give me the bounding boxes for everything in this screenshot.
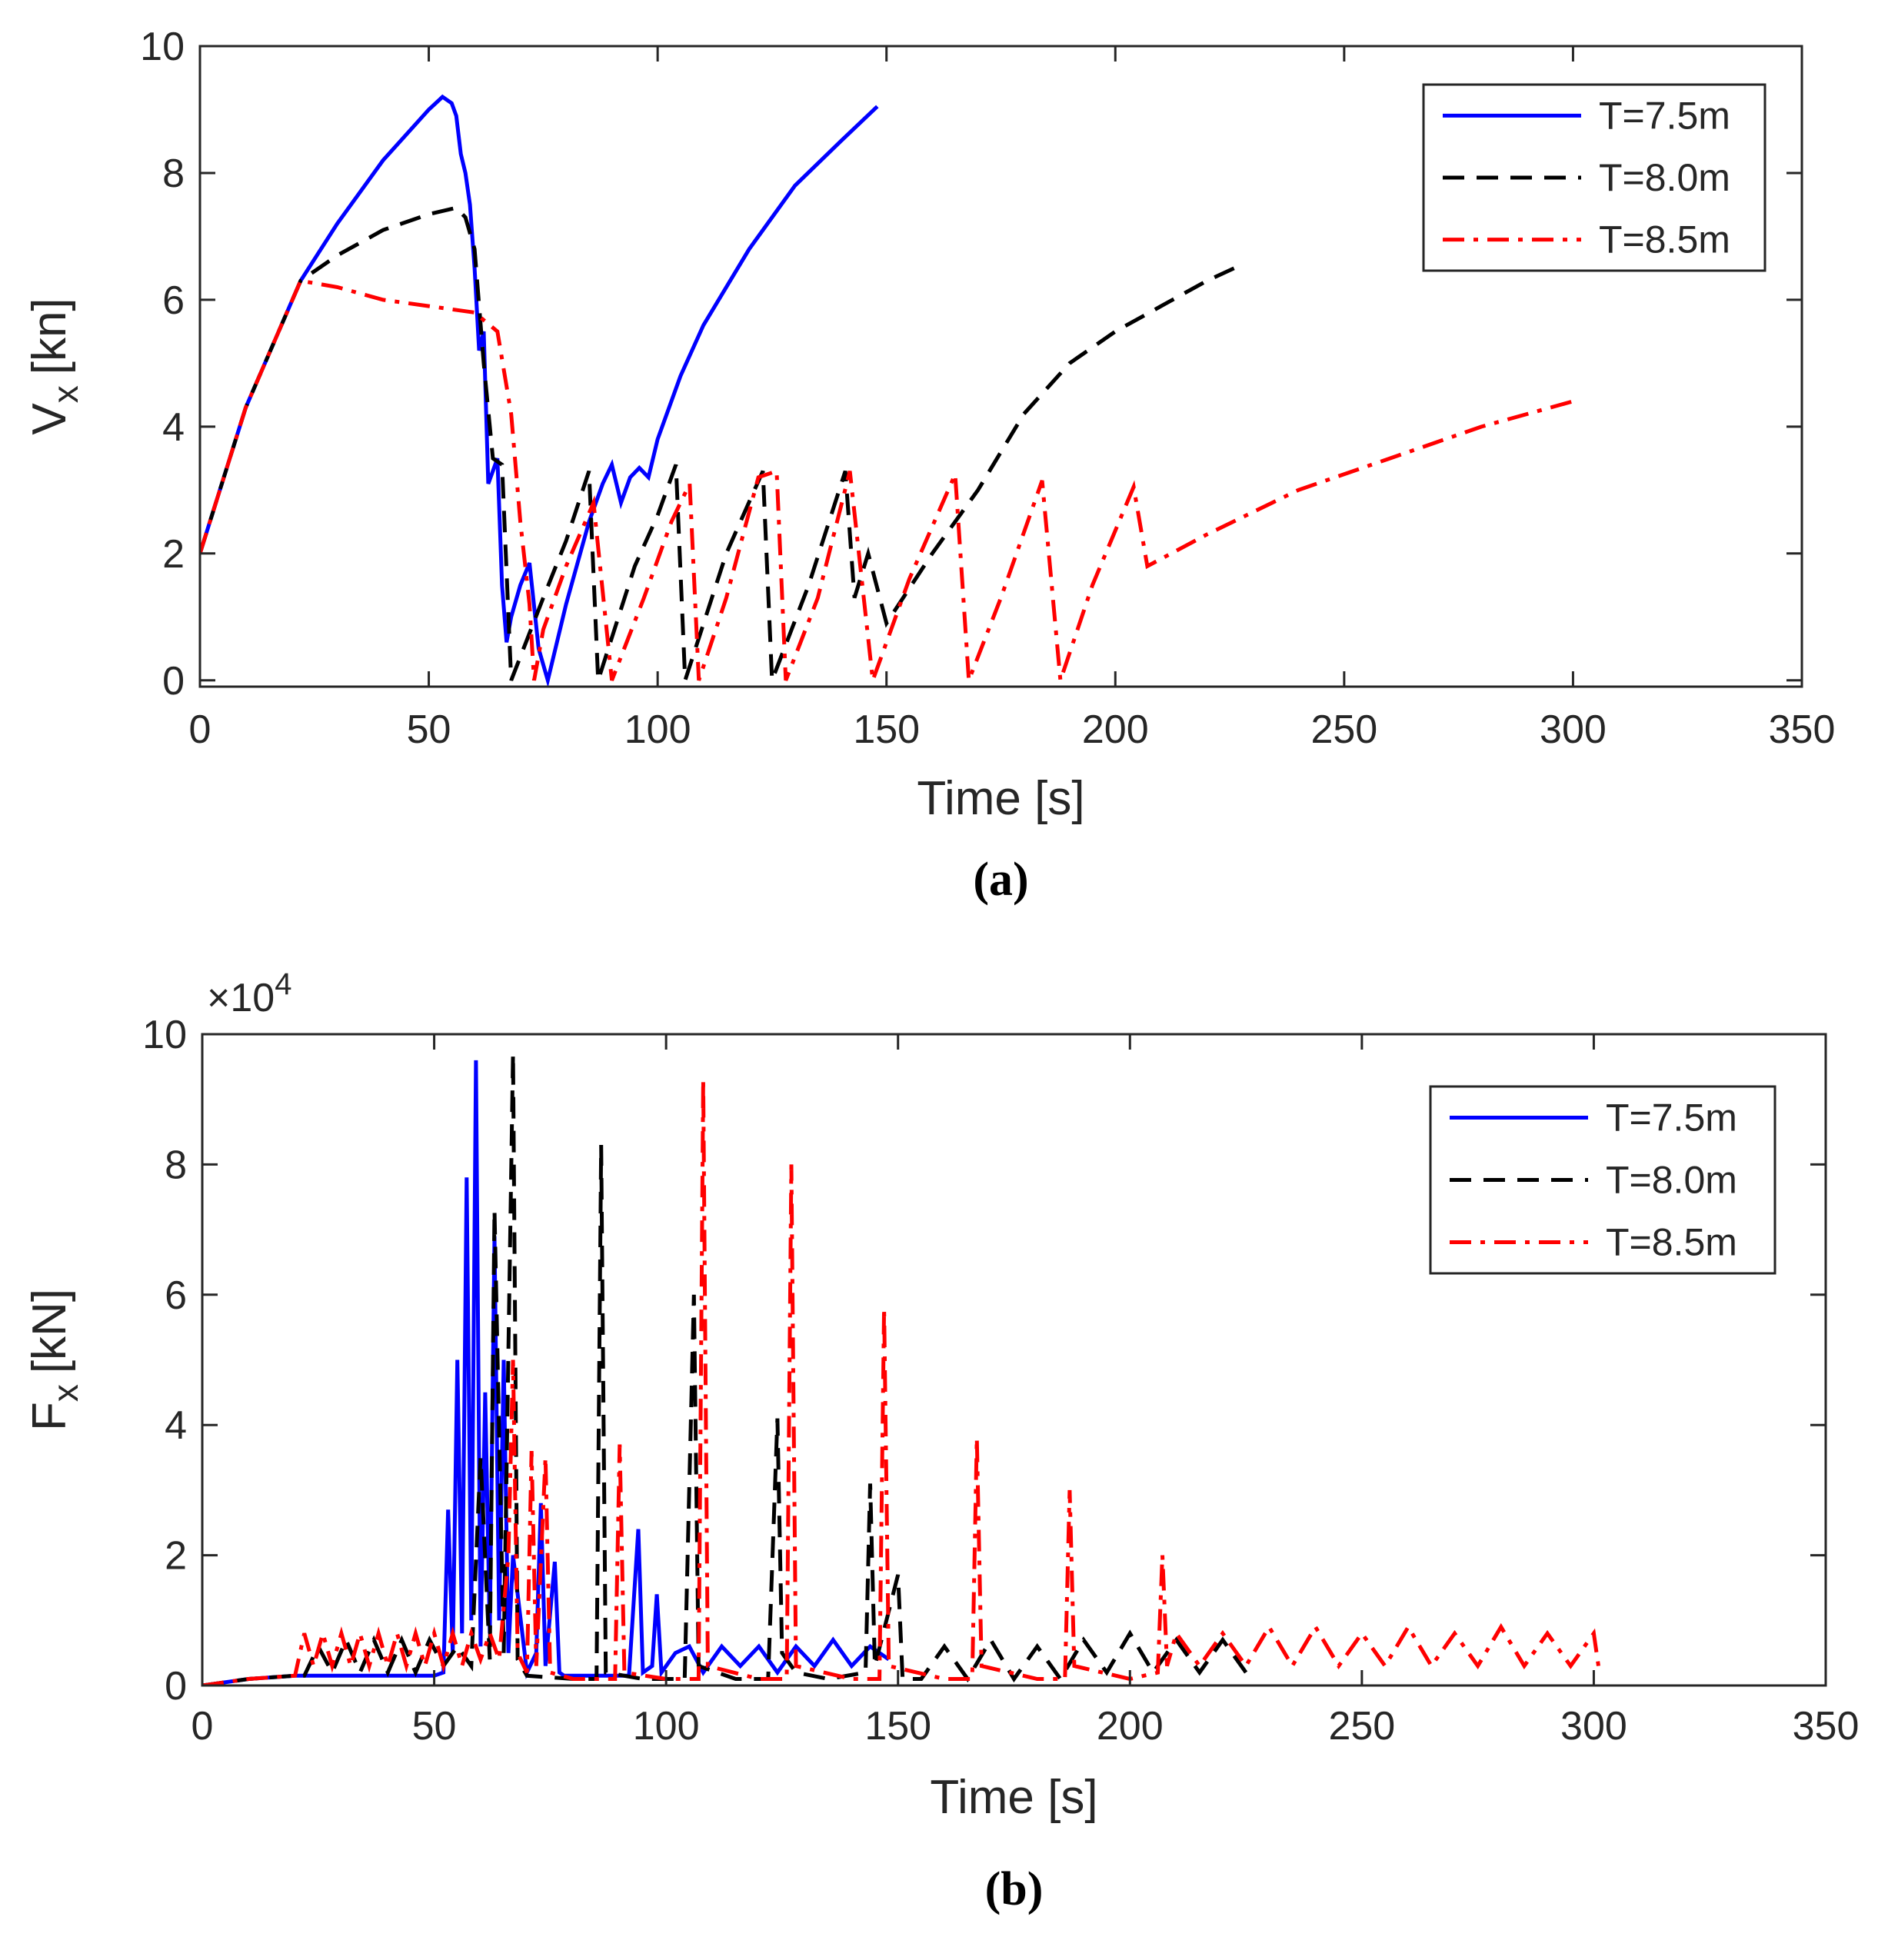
legend: T=7.5m T=8.0m T=8.5m — [1422, 83, 1766, 272]
legend-label: T=8.0m — [1599, 156, 1730, 199]
x-axis-label: Time [s] — [930, 1771, 1097, 1824]
x-tick-label: 50 — [407, 707, 451, 752]
y-label-main: V — [23, 403, 76, 435]
y-tick-label: 4 — [165, 1403, 187, 1448]
x-tick-label: 50 — [412, 1704, 457, 1749]
axes-box — [201, 1033, 1827, 1687]
legend-label: T=8.5m — [1599, 218, 1730, 261]
series-line — [202, 1053, 1248, 1685]
chart: 0 50 100 150 200 250 300 350 0 2 4 6 8 10 Time [s] Vx [k… — [23, 25, 1835, 906]
y-tick-label: 0 — [162, 659, 185, 704]
panel-label: (b) — [985, 1863, 1044, 1915]
x-tick-label: 150 — [864, 1704, 931, 1749]
y-tick-label: 2 — [162, 532, 185, 577]
x-tick-label: 150 — [853, 707, 920, 752]
legend-label: T=7.5m — [1606, 1096, 1737, 1140]
x-tick-label: 200 — [1097, 1704, 1164, 1749]
y-label-main: F — [23, 1402, 76, 1431]
y-label-unit: [kn] — [23, 298, 76, 374]
axes-box — [198, 45, 1803, 688]
y-tick-label: 8 — [165, 1143, 187, 1187]
y-tick-label: 10 — [142, 1013, 187, 1057]
y-tick-label: 6 — [162, 278, 185, 323]
y-label-sub: x — [45, 1384, 85, 1402]
panel-label: (a) — [973, 854, 1028, 906]
multiplier-exp: 4 — [275, 967, 291, 1001]
x-tick-label: 350 — [1769, 707, 1836, 752]
multiplier-base: ×10 — [207, 976, 275, 1020]
x-axis-label: Time [s] — [917, 772, 1084, 825]
x-tick-label: 0 — [189, 707, 211, 752]
y-tick-label: 4 — [162, 405, 185, 450]
y-tick-label: 0 — [165, 1664, 187, 1709]
series-line — [200, 278, 1574, 681]
y-axis-label: Fx [kN] — [23, 1289, 85, 1431]
y-tick-label: 6 — [165, 1273, 187, 1318]
x-tick-label: 0 — [191, 1704, 214, 1749]
x-tick-label: 200 — [1082, 707, 1149, 752]
y-tick-label: 8 — [162, 151, 185, 196]
legend-label: T=8.0m — [1606, 1159, 1737, 1202]
series-line — [200, 205, 1236, 681]
y-tick-label: 10 — [140, 25, 185, 69]
x-tick-label: 300 — [1540, 707, 1607, 752]
x-tick-label: 250 — [1310, 707, 1377, 752]
x-tick-label: 100 — [624, 707, 691, 752]
x-tick-label: 250 — [1328, 1704, 1395, 1749]
x-tick-label: 350 — [1793, 1704, 1860, 1749]
y-label-unit: [kN] — [23, 1289, 76, 1373]
y-multiplier: ×104 — [207, 967, 291, 1020]
legend-label: T=8.5m — [1606, 1221, 1737, 1264]
legend: T=7.5m T=8.0m T=8.5m — [1429, 1085, 1776, 1275]
y-axis-label: Vx [kn] — [23, 298, 85, 434]
series-line — [202, 1080, 1600, 1685]
y-tick-label: 2 — [165, 1534, 187, 1579]
y-label-sub: x — [45, 385, 85, 403]
legend-label: T=7.5m — [1599, 94, 1730, 137]
x-tick-label: 100 — [633, 1704, 700, 1749]
x-tick-label: 300 — [1560, 1704, 1627, 1749]
